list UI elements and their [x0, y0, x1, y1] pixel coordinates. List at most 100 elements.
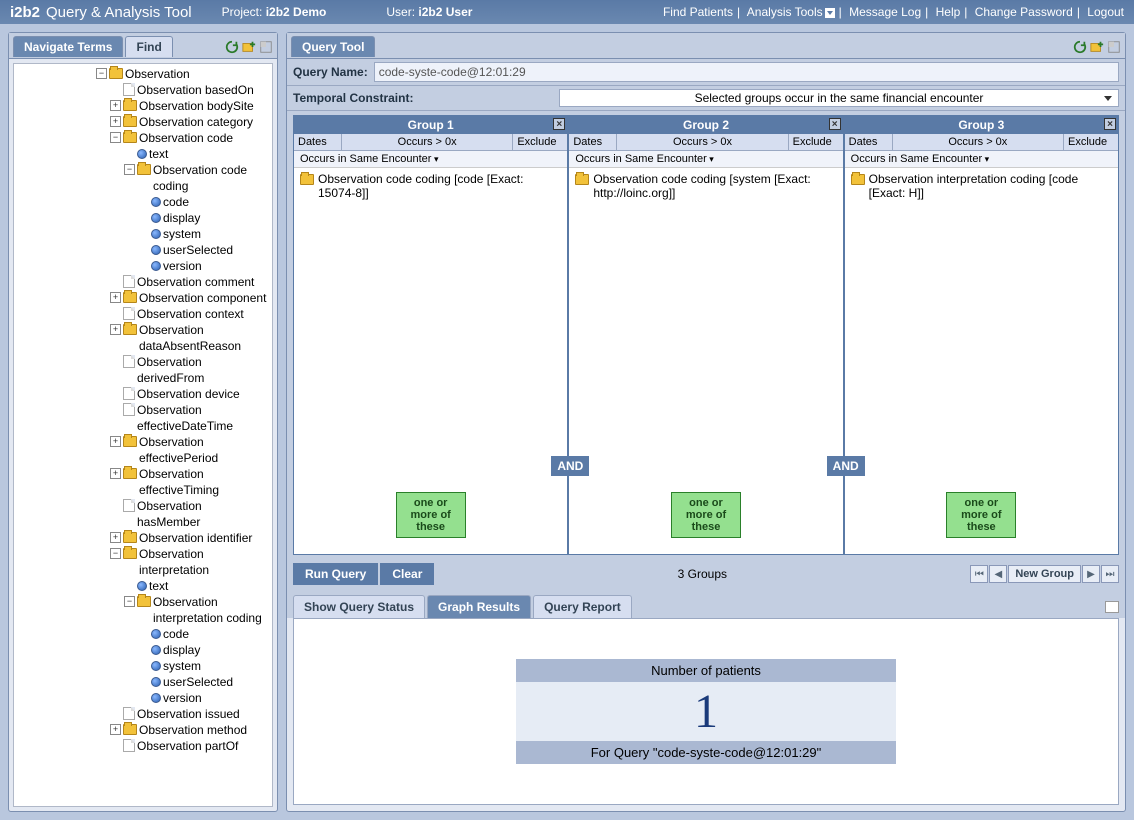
run-query-button[interactable]: Run Query: [293, 563, 378, 585]
group-body[interactable]: Observation code coding [system [Exact: …: [569, 168, 842, 554]
nav-next-button[interactable]: ▶: [1082, 565, 1100, 583]
group-occurs-button[interactable]: Occurs > 0x: [893, 134, 1064, 150]
new-group-button[interactable]: New Group: [1008, 565, 1081, 583]
tree-node[interactable]: version: [136, 258, 270, 274]
tree-node[interactable]: system: [136, 658, 270, 674]
group-exclude-button[interactable]: Exclude: [513, 134, 567, 150]
tree-node[interactable]: code: [136, 626, 270, 642]
expand-toggle[interactable]: +: [110, 532, 121, 543]
analysis-tools-link[interactable]: Analysis Tools: [747, 5, 835, 19]
tab-graph-results[interactable]: Graph Results: [427, 595, 531, 618]
tree-node[interactable]: Observation device: [108, 386, 270, 402]
expand-toggle[interactable]: +: [110, 116, 121, 127]
group-body[interactable]: Observation code coding [code [Exact: 15…: [294, 168, 567, 554]
tree-node[interactable]: +Observation bodySite: [108, 98, 270, 114]
group-encounter-select[interactable]: Occurs in Same Encounter: [845, 151, 1118, 168]
tree-node[interactable]: Observation effectiveDateTime: [108, 402, 270, 434]
tree-node[interactable]: Observation context: [108, 306, 270, 322]
nav-first-button[interactable]: ⏮: [970, 565, 988, 583]
tree-node[interactable]: Observation comment: [108, 274, 270, 290]
message-log-link[interactable]: Message Log: [849, 5, 921, 19]
close-icon[interactable]: ×: [829, 118, 841, 130]
tree-node[interactable]: text: [122, 146, 270, 162]
tree-node[interactable]: + Observation effectiveTiming: [108, 466, 270, 498]
refresh-icon[interactable]: [1073, 40, 1087, 54]
tree-node[interactable]: Observation basedOn: [108, 82, 270, 98]
tree-node[interactable]: system: [136, 226, 270, 242]
tab-query-report[interactable]: Query Report: [533, 595, 632, 618]
expand-toggle[interactable]: −: [110, 548, 121, 559]
tree-node[interactable]: Observation issued: [108, 706, 270, 722]
refresh-icon[interactable]: [225, 40, 239, 54]
tree-node[interactable]: Observation derivedFrom: [108, 354, 270, 386]
tree-node[interactable]: version: [136, 690, 270, 706]
expand-toggle[interactable]: −: [110, 132, 121, 143]
expand-toggle[interactable]: +: [110, 724, 121, 735]
resize-icon[interactable]: [1107, 40, 1121, 54]
query-term[interactable]: Observation code coding [code [Exact: 15…: [300, 172, 561, 200]
query-name-input[interactable]: [374, 62, 1119, 82]
window-icon[interactable]: [1105, 601, 1119, 613]
group-encounter-select[interactable]: Occurs in Same Encounter: [294, 151, 567, 168]
group-exclude-button[interactable]: Exclude: [1064, 134, 1118, 150]
group-exclude-button[interactable]: Exclude: [789, 134, 843, 150]
group-occurs-button[interactable]: Occurs > 0x: [617, 134, 788, 150]
tree-node[interactable]: display: [136, 642, 270, 658]
tree-node[interactable]: +Observation method: [108, 722, 270, 738]
resize-icon[interactable]: [259, 40, 273, 54]
expand-toggle[interactable]: −: [124, 164, 135, 175]
tree-node[interactable]: Observation hasMember: [108, 498, 270, 530]
tab-navigate-terms[interactable]: Navigate Terms: [13, 36, 123, 57]
tree-node[interactable]: +Observation identifier: [108, 530, 270, 546]
tab-find[interactable]: Find: [125, 36, 172, 57]
tree-node[interactable]: display: [136, 210, 270, 226]
expand-toggle[interactable]: +: [110, 436, 121, 447]
expand-toggle[interactable]: +: [110, 468, 121, 479]
group-body[interactable]: Observation interpretation coding [code …: [845, 168, 1118, 554]
find-patients-link[interactable]: Find Patients: [663, 5, 733, 19]
close-icon[interactable]: ×: [1104, 118, 1116, 130]
tree-node[interactable]: code: [136, 194, 270, 210]
group-dates-button[interactable]: Dates: [569, 134, 617, 150]
nav-last-button[interactable]: ⏭: [1101, 565, 1119, 583]
clear-button[interactable]: Clear: [380, 563, 434, 585]
tree-node[interactable]: +Observation category: [108, 114, 270, 130]
tree-node[interactable]: −Observation interpretation coding: [122, 594, 270, 626]
tree-node[interactable]: +Observation dataAbsentReason: [108, 322, 270, 354]
group-occurs-button[interactable]: Occurs > 0x: [342, 134, 513, 150]
tree-node[interactable]: +Observation component: [108, 290, 270, 306]
tree-node[interactable]: −Observation: [94, 66, 270, 82]
tree-node[interactable]: −Observation code: [108, 130, 270, 146]
tab-query-tool[interactable]: Query Tool: [291, 36, 375, 57]
logout-link[interactable]: Logout: [1087, 5, 1124, 19]
expand-toggle[interactable]: +: [110, 292, 121, 303]
help-link[interactable]: Help: [936, 5, 961, 19]
expand-toggle[interactable]: +: [110, 100, 121, 111]
leaf-icon: [123, 355, 135, 368]
change-password-link[interactable]: Change Password: [975, 5, 1073, 19]
tree-node[interactable]: text: [122, 578, 270, 594]
tree-node[interactable]: userSelected: [136, 674, 270, 690]
expand-toggle[interactable]: −: [96, 68, 107, 79]
tree-node[interactable]: userSelected: [136, 242, 270, 258]
temporal-constraint-select[interactable]: Selected groups occur in the same financ…: [559, 89, 1119, 107]
terms-tree[interactable]: −ObservationObservation basedOn+Observat…: [13, 63, 273, 807]
group-dates-button[interactable]: Dates: [845, 134, 893, 150]
nav-prev-button[interactable]: ◀: [989, 565, 1007, 583]
close-icon[interactable]: ×: [553, 118, 565, 130]
plus-icon[interactable]: [242, 40, 256, 54]
expand-toggle[interactable]: −: [124, 596, 135, 607]
and-connector: AND: [551, 456, 589, 476]
tree-node[interactable]: −Observation interpretation: [108, 546, 270, 578]
group-dates-button[interactable]: Dates: [294, 134, 342, 150]
tree-node[interactable]: Observation partOf: [108, 738, 270, 754]
query-term[interactable]: Observation code coding [system [Exact: …: [575, 172, 836, 200]
tree-node[interactable]: +Observation effectivePeriod: [108, 434, 270, 466]
plus-icon[interactable]: [1090, 40, 1104, 54]
group-encounter-select[interactable]: Occurs in Same Encounter: [569, 151, 842, 168]
tab-show-query-status[interactable]: Show Query Status: [293, 595, 425, 618]
tree-node[interactable]: −Observation code coding: [122, 162, 270, 194]
query-term[interactable]: Observation interpretation coding [code …: [851, 172, 1112, 200]
tree-node-label: Observation effectiveTiming: [139, 466, 268, 498]
expand-toggle[interactable]: +: [110, 324, 121, 335]
